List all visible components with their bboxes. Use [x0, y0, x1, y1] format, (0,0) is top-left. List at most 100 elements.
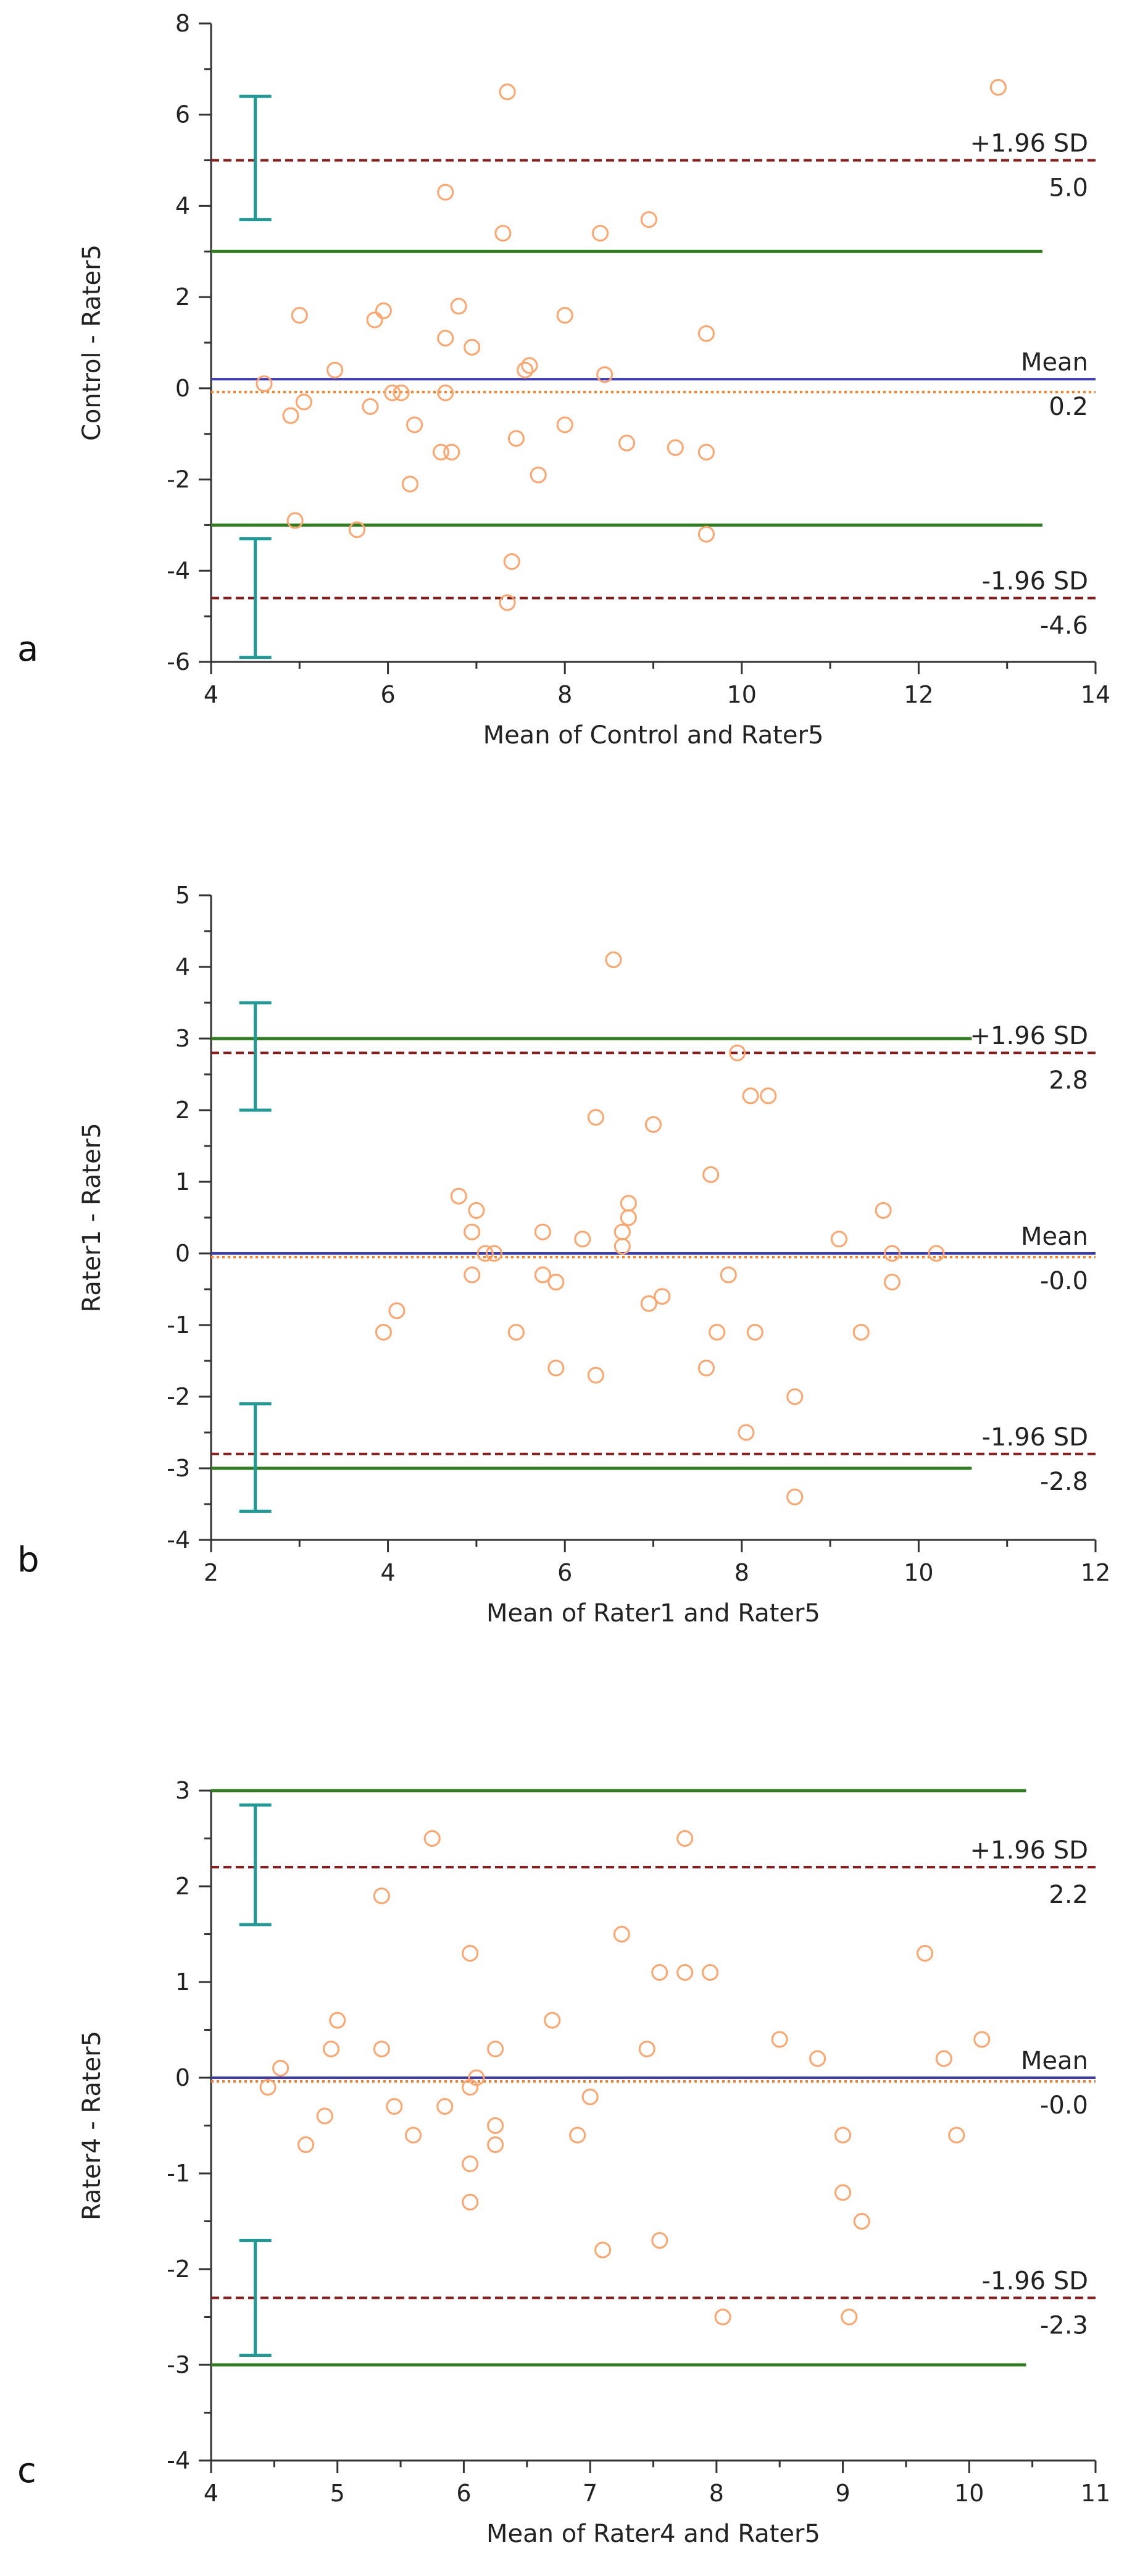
- data-point: [883, 1245, 901, 1262]
- data-point: [742, 1087, 759, 1105]
- data-point: [437, 183, 454, 201]
- x-tick-label: 8: [734, 1559, 749, 1586]
- panel-letter: a: [17, 629, 38, 669]
- x-tick-label: 4: [381, 1559, 396, 1586]
- data-point: [388, 1302, 406, 1319]
- data-point: [401, 475, 418, 493]
- data-point: [720, 1266, 737, 1284]
- x-tick-label: 8: [557, 681, 572, 708]
- x-tick-label: 4: [204, 681, 218, 708]
- data-point: [534, 1223, 551, 1240]
- data-point: [517, 361, 534, 378]
- data-point: [594, 2241, 612, 2259]
- data-point: [853, 2213, 870, 2230]
- data-point: [709, 1324, 726, 1341]
- y-tick-label: -4: [167, 2447, 190, 2474]
- data-point: [746, 1324, 763, 1341]
- data-point: [437, 330, 454, 347]
- y-tick-label: 1: [175, 1968, 190, 1996]
- x-tick-label: 12: [904, 681, 933, 708]
- data-point: [503, 553, 520, 571]
- data-point: [760, 1087, 777, 1105]
- y-tick-label: 5: [175, 882, 190, 909]
- data-point: [487, 2041, 504, 2057]
- x-tick-label: 6: [456, 2480, 471, 2507]
- data-point: [697, 325, 715, 342]
- data-point: [702, 1964, 719, 1981]
- data-point: [654, 1288, 671, 1305]
- data-point: [640, 1295, 657, 1312]
- data-point: [667, 439, 684, 456]
- x-tick-label: 9: [835, 2480, 850, 2507]
- data-point: [556, 416, 573, 433]
- data-point: [386, 2098, 403, 2115]
- y-tick-label: 0: [175, 1240, 190, 1267]
- data-point: [507, 1324, 525, 1341]
- data-point: [256, 375, 273, 392]
- x-tick-label: 6: [557, 1559, 572, 1586]
- x-tick-label: 8: [709, 2480, 724, 2507]
- plot-panel-c: -4 -3 -2 -1 0 1 2 3 4 5 6 7 8 9 10 11 Mean of Rater4 and…: [17, 1777, 1110, 2548]
- x-tick-label: 4: [204, 2480, 218, 2507]
- data-point: [487, 2136, 504, 2153]
- data-point: [620, 1195, 637, 1212]
- y-tick-label: 4: [175, 192, 190, 219]
- data-point: [406, 416, 423, 433]
- y-tick-label: 3: [175, 1777, 190, 1804]
- x-tick-label: 2: [204, 1559, 218, 1586]
- x-axis-title: Mean of Control and Rater5: [483, 721, 824, 750]
- data-point: [291, 307, 308, 324]
- data-point: [499, 594, 516, 611]
- data-point: [935, 2050, 952, 2067]
- data-point: [729, 1044, 746, 1061]
- y-tick-label: -2: [167, 466, 190, 493]
- data-point: [373, 2041, 390, 2057]
- data-point: [556, 307, 573, 324]
- data-point: [375, 302, 392, 319]
- data-point: [834, 2184, 852, 2201]
- data-point: [499, 83, 516, 101]
- upper-sd-label: +1.96 SD: [970, 1022, 1088, 1050]
- data-point: [618, 434, 636, 451]
- data-point: [464, 1266, 481, 1284]
- x-tick-label: 11: [1081, 2480, 1110, 2507]
- x-axis-title: Mean of Rater1 and Rater5: [486, 1599, 820, 1628]
- data-point: [883, 1273, 901, 1290]
- data-point: [587, 1109, 604, 1126]
- mean-label: Mean: [1021, 2047, 1088, 2075]
- data-point: [405, 2126, 422, 2144]
- data-point: [786, 1388, 804, 1405]
- y-axis-title: Rater1 - Rater5: [78, 1123, 106, 1312]
- data-point: [697, 1360, 715, 1377]
- ci-bar: [239, 537, 272, 659]
- data-point: [375, 1324, 392, 1341]
- y-tick-label: 1: [175, 1168, 190, 1195]
- y-axis-title: Rater4 - Rater5: [78, 2031, 106, 2220]
- data-point: [462, 2156, 479, 2172]
- y-tick-label: 6: [175, 101, 190, 128]
- data-point: [651, 2232, 668, 2249]
- data-point: [547, 1360, 565, 1377]
- upper-sd-label: +1.96 SD: [970, 1836, 1088, 1865]
- data-point: [534, 1266, 551, 1284]
- panel-letter: b: [17, 1540, 40, 1580]
- x-tick-label: 12: [1081, 1559, 1110, 1586]
- data-point: [614, 1237, 631, 1255]
- data-point: [830, 1231, 847, 1248]
- data-point: [640, 211, 657, 228]
- data-point: [282, 407, 299, 424]
- y-tick-label: 3: [175, 1025, 190, 1052]
- data-point: [613, 1926, 630, 1942]
- y-tick-label: 2: [175, 1873, 190, 1900]
- x-axis-title: Mean of Rater4 and Rater5: [486, 2520, 820, 2548]
- data-point: [322, 2041, 339, 2057]
- y-tick-label: -3: [167, 2351, 190, 2378]
- upper-sd-value: 2.2: [1049, 1881, 1088, 1909]
- data-point: [645, 1116, 662, 1133]
- x-tick-label: 7: [583, 2480, 597, 2507]
- data-point: [714, 2309, 731, 2325]
- data-point: [450, 298, 467, 315]
- y-tick-label: -4: [167, 557, 190, 584]
